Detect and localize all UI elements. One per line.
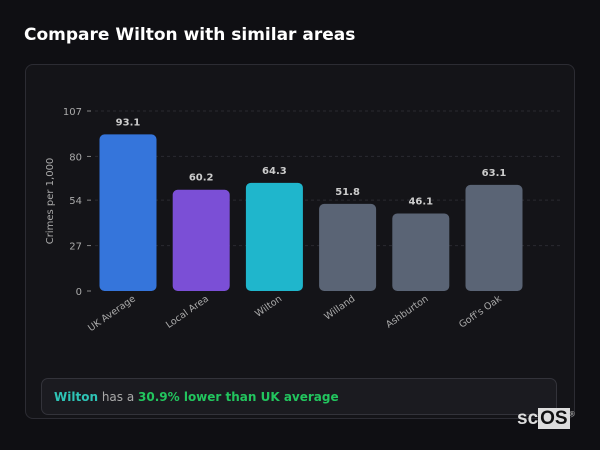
x-tick-label: Wilton	[253, 293, 284, 319]
summary-area: Wilton	[54, 390, 98, 404]
data-label: 93.1	[116, 117, 141, 128]
data-label: 60.2	[189, 173, 214, 184]
summary-box: Wilton has a 30.9% lower than UK average	[41, 378, 557, 415]
data-label: 64.3	[262, 166, 287, 177]
logo-mark: ®	[569, 411, 575, 419]
y-tick-label: 54	[69, 196, 82, 207]
x-tick-label: UK Average	[86, 293, 138, 334]
bar	[319, 203, 377, 291]
bar	[99, 134, 157, 291]
y-tick-label: 80	[69, 152, 82, 163]
logo: sc OS ®	[517, 408, 575, 430]
y-tick-label: 0	[76, 287, 82, 298]
bar	[392, 213, 450, 291]
summary-text: has a	[98, 390, 139, 404]
data-label: 51.8	[335, 187, 360, 198]
x-tick-label: Ashburton	[384, 293, 430, 330]
data-label: 63.1	[482, 168, 507, 179]
data-label: 46.1	[408, 196, 433, 207]
y-tick-label: 27	[69, 242, 82, 253]
x-tick-label: Local Area	[164, 293, 211, 330]
x-tick-label: Goff's Oak	[457, 293, 504, 330]
y-tick-label: 107	[63, 107, 82, 118]
bar	[172, 189, 230, 291]
summary-highlight: 30.9% lower than UK average	[138, 390, 339, 404]
x-tick-label: Willand	[322, 293, 357, 322]
bar	[245, 182, 303, 291]
logo-text-b: OS	[538, 408, 570, 429]
logo-text-a: sc	[517, 408, 539, 429]
page-title: Compare Wilton with similar areas	[24, 25, 356, 45]
y-axis-label: Crimes per 1,000	[45, 158, 56, 245]
bar	[465, 184, 523, 291]
